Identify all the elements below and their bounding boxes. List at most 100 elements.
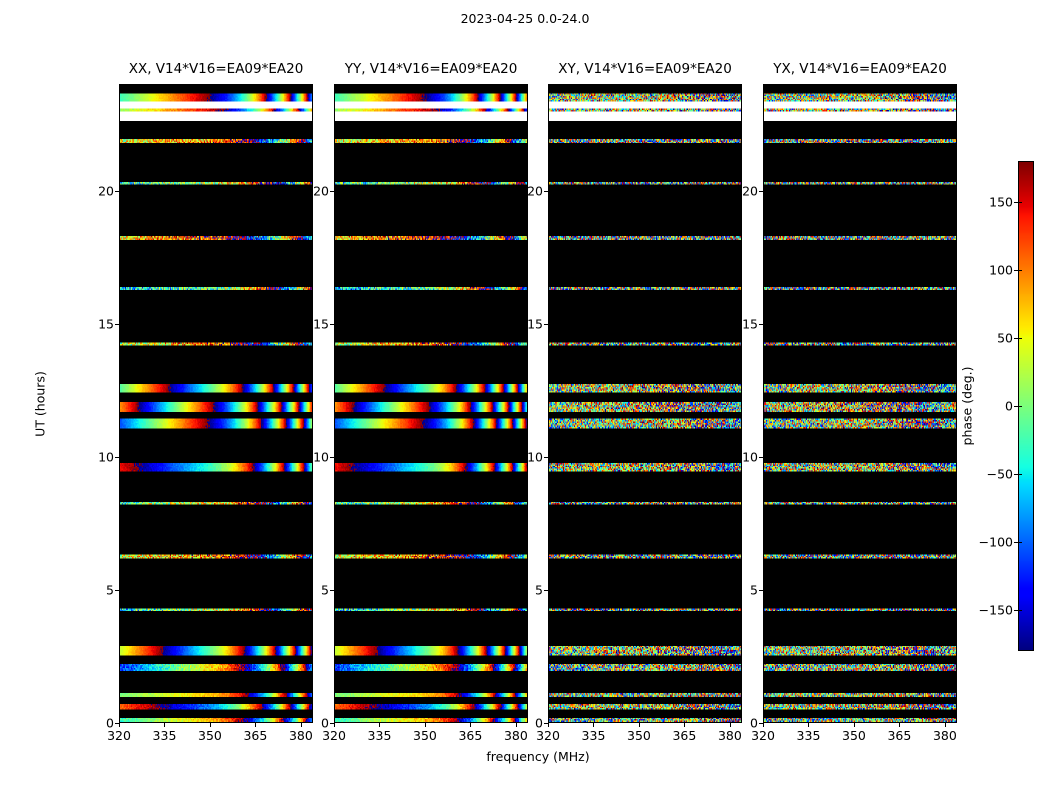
colorbar-tick-label: −150 (978, 602, 1013, 618)
x-tick-label: 350 (627, 728, 651, 743)
colorbar-tick-mark (1014, 474, 1018, 476)
x-tick-mark (209, 723, 211, 727)
x-tick-label: 350 (198, 728, 222, 743)
y-tick-label: 5 (750, 582, 758, 598)
y-tick-label: 0 (321, 715, 329, 731)
x-tick-label: 335 (581, 728, 606, 743)
y-axis-label: UT (hours) (32, 370, 48, 437)
y-tick-label: 0 (106, 715, 114, 731)
x-tick-mark (763, 723, 764, 727)
colorbar-tick-mark-inner (1018, 406, 1022, 407)
y-tick-mark (115, 456, 119, 458)
x-tick-mark (729, 723, 731, 727)
x-tick-label: 320 (536, 728, 560, 743)
x-tick-mark (119, 723, 120, 727)
y-tick-mark (115, 589, 119, 591)
y-tick-mark (759, 723, 763, 724)
y-tick-mark (759, 323, 763, 325)
y-tick-label: 10 (98, 449, 114, 465)
colorbar[interactable]: 150 100 50 0 −50 −100 −150 (979, 161, 1034, 651)
y-tick-label: 0 (750, 715, 758, 731)
y-tick-mark (544, 723, 548, 724)
colorbar-tick-mark (1014, 269, 1018, 271)
x-tick-label: 380 (288, 728, 313, 743)
x-tick-mark (684, 723, 686, 727)
y-tick-mark (330, 723, 334, 724)
y-tick-label: 15 (742, 316, 758, 332)
colorbar-tick-mark-inner (1018, 269, 1022, 271)
colorbar-tick-label: −100 (978, 534, 1013, 550)
x-tick-label: 380 (932, 728, 957, 743)
y-tick-mark (759, 589, 763, 591)
colorbar-tick-mark (1014, 542, 1018, 544)
colorbar-tick-mark (1014, 406, 1018, 407)
colorbar-tick-mark-inner (1018, 542, 1022, 544)
x-tick-label: 350 (413, 728, 437, 743)
x-tick-mark (853, 723, 855, 727)
colorbar-tick-label: 50 (997, 330, 1013, 346)
x-tick-label: 335 (152, 728, 177, 743)
x-tick-label: 350 (842, 728, 866, 743)
y-tick-label: 20 (527, 183, 543, 198)
figure-suptitle: 2023-04-25 0.0-24.0 (460, 11, 590, 26)
panel-yy[interactable]: YY, V14*V16=EA09*EA20 0 5 10 15 20 320 335 350 36… (313, 61, 528, 743)
waterfall-image-yy (335, 85, 527, 722)
plot-area-xx (119, 84, 313, 723)
y-tick-mark (330, 190, 334, 192)
x-tick-mark (593, 723, 595, 727)
panel-xy[interactable]: XY, V14*V16=EA09*EA20 0 5 10 15 20 320 335 350 36… (527, 61, 742, 743)
y-tick-label: 15 (98, 316, 114, 332)
y-tick-mark (330, 589, 334, 591)
x-tick-label: 365 (243, 728, 268, 743)
colorbar-tick-mark-inner (1018, 337, 1022, 339)
colorbar-tick-label: −50 (986, 466, 1013, 482)
x-tick-mark (300, 723, 302, 727)
x-tick-mark (899, 723, 901, 727)
colorbar-tick-label: 150 (989, 194, 1013, 210)
x-axis-label: frequency (MHz) (486, 749, 590, 764)
x-tick-mark (424, 723, 426, 727)
panel-yx[interactable]: YX, V14*V16=EA09*EA20 0 5 10 15 20 320 335 350 36… (742, 61, 957, 743)
panel-title-xx: XX, V14*V16=EA09*EA20 (128, 61, 304, 77)
x-tick-mark (470, 723, 472, 727)
y-tick-mark (544, 323, 548, 325)
y-tick-label: 20 (313, 183, 329, 198)
y-tick-label: 20 (742, 183, 758, 198)
panel-title-yx: YX, V14*V16=EA09*EA20 (773, 61, 947, 77)
plot-area-yy (334, 84, 528, 723)
waterfall-image-yx (764, 85, 956, 722)
colorbar-tick-mark (1014, 201, 1018, 203)
x-tick-mark (944, 723, 946, 727)
y-tick-label: 15 (527, 316, 543, 332)
y-tick-mark (544, 456, 548, 458)
x-tick-mark (164, 723, 166, 727)
x-tick-label: 335 (796, 728, 821, 743)
y-tick-label: 10 (527, 449, 543, 465)
y-tick-label: 20 (98, 183, 114, 198)
colorbar-tick-label: 100 (989, 262, 1013, 278)
x-tick-mark (255, 723, 257, 727)
x-tick-label: 380 (503, 728, 528, 743)
colorbar-tick-mark (1014, 610, 1018, 612)
waterfall-image-xy (549, 85, 741, 722)
panel-xx[interactable]: XX, V14*V16=EA09*EA20 0 5 10 15 20 320 335 350 36… (98, 61, 313, 743)
x-tick-label: 380 (717, 728, 742, 743)
y-tick-label: 10 (313, 449, 329, 465)
x-tick-label: 320 (107, 728, 131, 743)
x-tick-label: 365 (458, 728, 483, 743)
colorbar-tick-mark (1014, 337, 1018, 339)
panel-title-xy: XY, V14*V16=EA09*EA20 (558, 61, 732, 77)
x-tick-mark (638, 723, 640, 727)
colorbar-label: phase (deg.) (959, 366, 975, 446)
y-tick-label: 0 (535, 715, 543, 731)
waterfall-image-xx (120, 85, 312, 722)
y-tick-mark (544, 190, 548, 192)
y-tick-mark (115, 323, 119, 325)
colorbar-tick-mark-inner (1018, 474, 1022, 476)
x-tick-mark (334, 723, 335, 727)
y-tick-mark (330, 456, 334, 458)
y-tick-mark (759, 456, 763, 458)
x-tick-mark (548, 723, 549, 727)
x-tick-mark (379, 723, 381, 727)
